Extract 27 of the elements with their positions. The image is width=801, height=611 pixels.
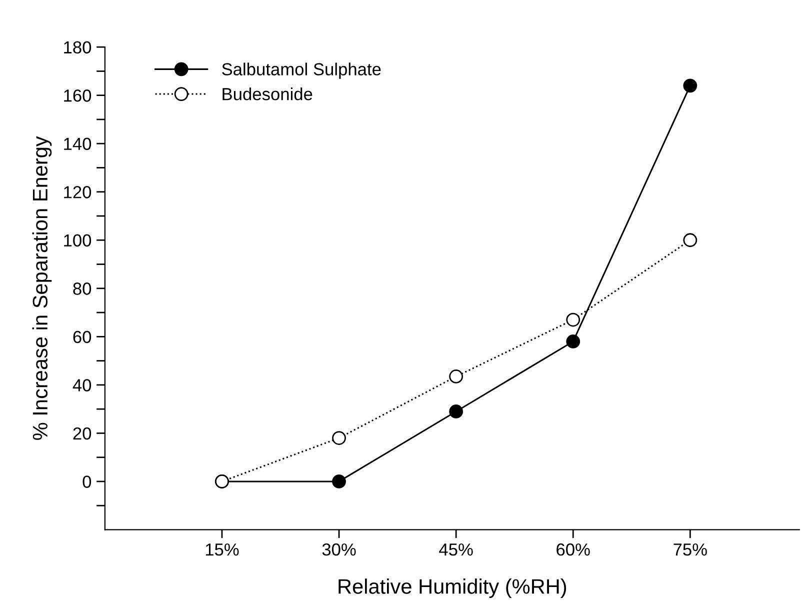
y-tick-label: 180 [64, 41, 92, 54]
x-tick-label: 60% [556, 543, 590, 556]
y-tick-label: 160 [64, 89, 92, 102]
y-tick-label: 20 [73, 427, 92, 440]
x-axis-title: Relative Humidity (%RH) [338, 578, 566, 598]
y-tick-label: 100 [64, 234, 92, 247]
y-tick-label: 60 [73, 330, 92, 344]
legend-label: Salbutamol Sulphate [222, 62, 381, 79]
y-tick-label: 140 [64, 138, 92, 150]
y-tick-label: 120 [64, 186, 92, 198]
y-tick-label: 80 [73, 282, 92, 295]
point [332, 431, 346, 445]
point [566, 334, 580, 348]
legend-label: Budesonide [222, 88, 312, 100]
x-tick-label: 30% [322, 543, 356, 556]
x-tick-label: 45% [439, 543, 473, 556]
point [683, 78, 698, 93]
x-tick-label: 75% [674, 543, 707, 556]
point [449, 370, 464, 384]
y-axis-title: % Increase in Separation Energy [32, 136, 52, 440]
x-tick-label: 15% [206, 543, 239, 556]
point [449, 404, 464, 418]
point [332, 474, 346, 488]
y-tick-label: 0 [82, 476, 92, 488]
point [566, 312, 580, 327]
y-tick-label: 40 [72, 379, 92, 392]
point [683, 233, 698, 248]
